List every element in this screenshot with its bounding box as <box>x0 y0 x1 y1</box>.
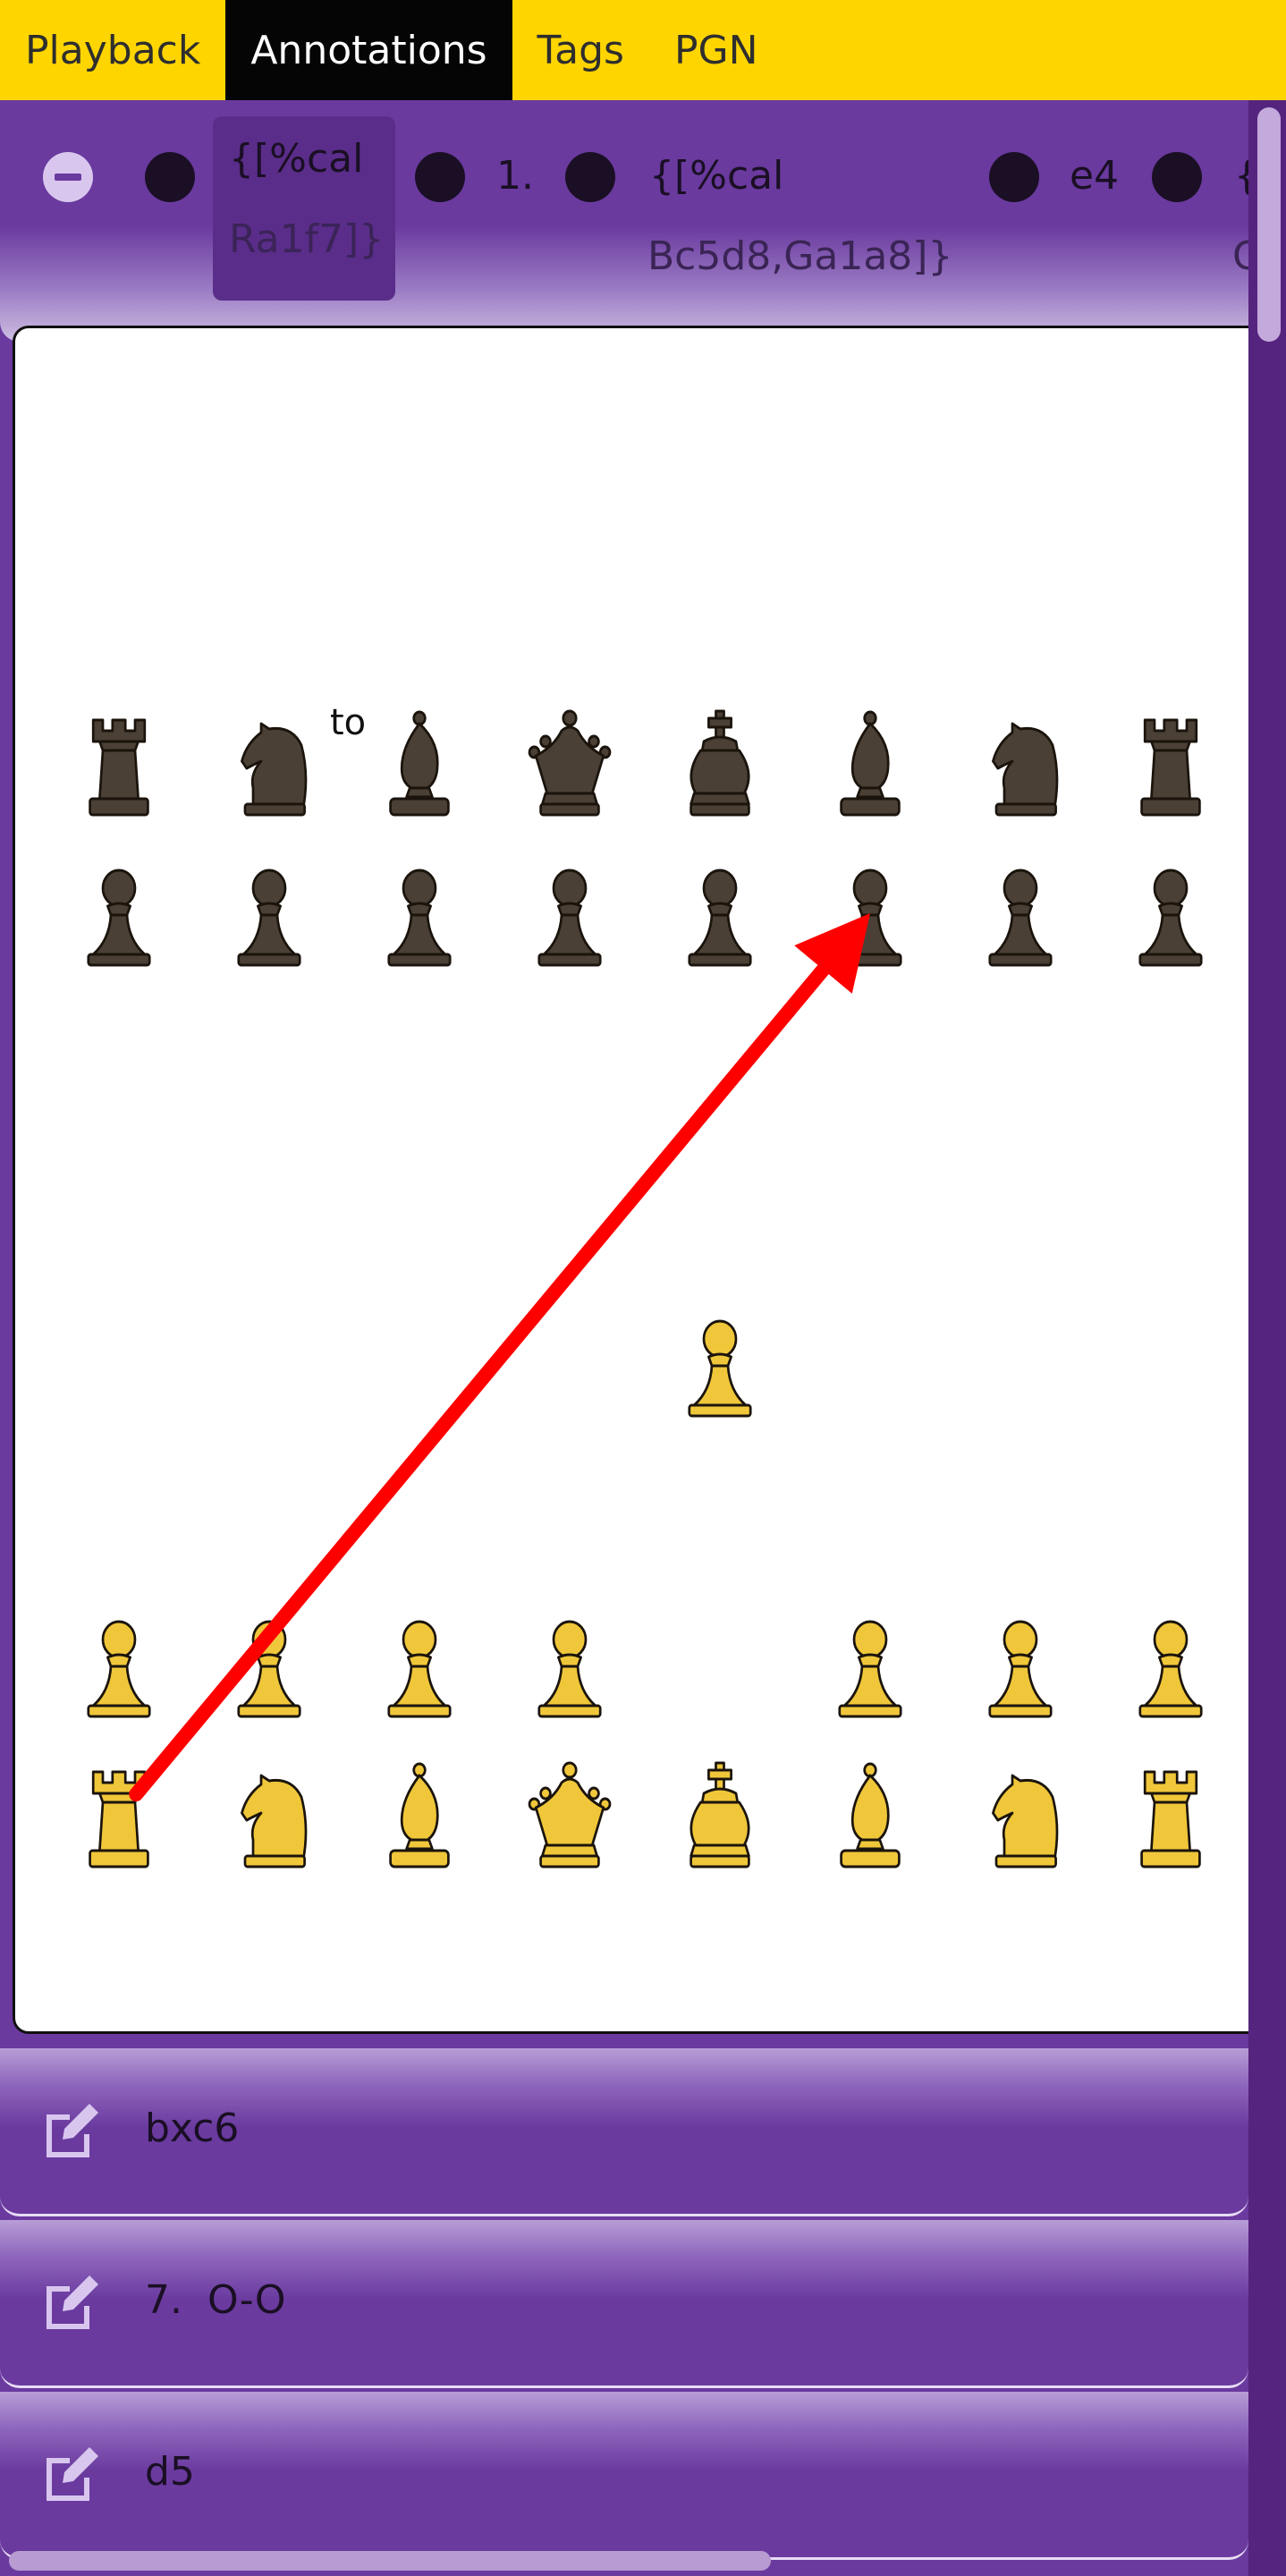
white-king-e1[interactable] <box>690 1761 750 1868</box>
white-rook-h1[interactable] <box>1140 1770 1201 1868</box>
tab-pgn[interactable]: PGN <box>673 27 758 73</box>
annotation-arrow-head <box>794 913 870 994</box>
edit-pencil-icon[interactable] <box>39 2100 102 2163</box>
tab-playback[interactable]: Playback <box>25 27 201 73</box>
move-row[interactable]: 7. O-O <box>0 2220 1248 2388</box>
white-pawn-c2[interactable] <box>387 1620 452 1718</box>
edit-pencil-icon[interactable] <box>39 2272 102 2334</box>
dot-icon[interactable] <box>1152 152 1202 202</box>
edit-pencil-icon[interactable] <box>39 2444 102 2506</box>
white-knight-g1[interactable] <box>991 1774 1059 1868</box>
black-bishop-c8[interactable] <box>389 710 450 817</box>
horizontal-scrollbar-thumb[interactable] <box>9 2551 771 2571</box>
chess-board[interactable] <box>15 328 1271 2031</box>
black-pawn-g7[interactable] <box>988 869 1053 967</box>
black-pawn-c7[interactable] <box>387 869 452 967</box>
move-text: d5 <box>145 2449 195 2495</box>
move-text: bxc6 <box>145 2106 240 2151</box>
annotation-text-line1[interactable]: { <box>1234 136 1248 216</box>
black-pawn-d7[interactable] <box>537 869 602 967</box>
black-queen-d8[interactable] <box>528 709 612 817</box>
black-knight-g8[interactable] <box>991 722 1059 817</box>
white-knight-b1[interactable] <box>240 1774 308 1868</box>
annotation-text-line1: {[%cal <box>229 136 364 182</box>
black-pawn-h7[interactable] <box>1138 869 1203 967</box>
annotation-text-line2[interactable]: C <box>1232 233 1248 279</box>
board-caption: to <box>330 702 367 743</box>
move-row[interactable]: bxc6 <box>0 2048 1248 2216</box>
minus-circle-icon[interactable] <box>43 152 93 202</box>
dot-icon[interactable] <box>989 152 1039 202</box>
annotation-text-line2[interactable]: Bc5d8,Ga1a8]} <box>647 233 953 279</box>
white-pawn-a2[interactable] <box>87 1620 151 1718</box>
move-strip: {[%cal Ra1f7]} 1. {[%cal Bc5d8,Ga1a8]} e… <box>0 100 1248 342</box>
board-card: to <box>13 326 1273 2034</box>
annotations-panel[interactable]: {[%cal Ra1f7]} 1. {[%cal Bc5d8,Ga1a8]} e… <box>0 100 1286 2576</box>
move-row[interactable]: d5 <box>0 2392 1248 2560</box>
dot-icon[interactable] <box>415 152 465 202</box>
white-bishop-c1[interactable] <box>389 1762 450 1868</box>
tab-annotations[interactable]: Annotations <box>225 0 512 100</box>
vertical-scrollbar-thumb[interactable] <box>1257 107 1281 342</box>
dot-icon[interactable] <box>565 152 615 202</box>
black-rook-h8[interactable] <box>1140 718 1201 817</box>
move-number[interactable]: 1. <box>496 153 534 199</box>
black-knight-b8[interactable] <box>240 722 308 817</box>
annotation-chip-selected[interactable]: {[%cal Ra1f7]} <box>213 116 395 301</box>
white-pawn-e4[interactable] <box>688 1319 752 1418</box>
tab-bar: Playback Annotations Tags PGN <box>0 0 1286 100</box>
annotation-arrow-shaft <box>129 962 831 1801</box>
black-pawn-b7[interactable] <box>237 869 301 967</box>
black-rook-a8[interactable] <box>89 718 149 817</box>
move-e4[interactable]: e4 <box>1070 153 1120 199</box>
move-text: 7. O-O <box>145 2277 286 2323</box>
white-pawn-d2[interactable] <box>537 1620 602 1718</box>
annotation-text-line1[interactable]: {[%cal <box>649 153 784 199</box>
white-pawn-g2[interactable] <box>988 1620 1053 1718</box>
black-pawn-e7[interactable] <box>688 869 752 967</box>
dot-icon[interactable] <box>145 152 195 202</box>
white-bishop-f1[interactable] <box>840 1762 901 1868</box>
tab-tags[interactable]: Tags <box>537 27 624 73</box>
annotation-text-line2: Ra1f7]} <box>229 216 385 262</box>
black-pawn-a7[interactable] <box>87 869 151 967</box>
white-pawn-f2[interactable] <box>838 1620 902 1718</box>
vertical-scrollbar[interactable] <box>1248 100 1286 2576</box>
white-queen-d1[interactable] <box>528 1761 612 1868</box>
black-king-e8[interactable] <box>690 709 750 817</box>
black-bishop-f8[interactable] <box>840 710 901 817</box>
white-pawn-h2[interactable] <box>1138 1620 1203 1718</box>
